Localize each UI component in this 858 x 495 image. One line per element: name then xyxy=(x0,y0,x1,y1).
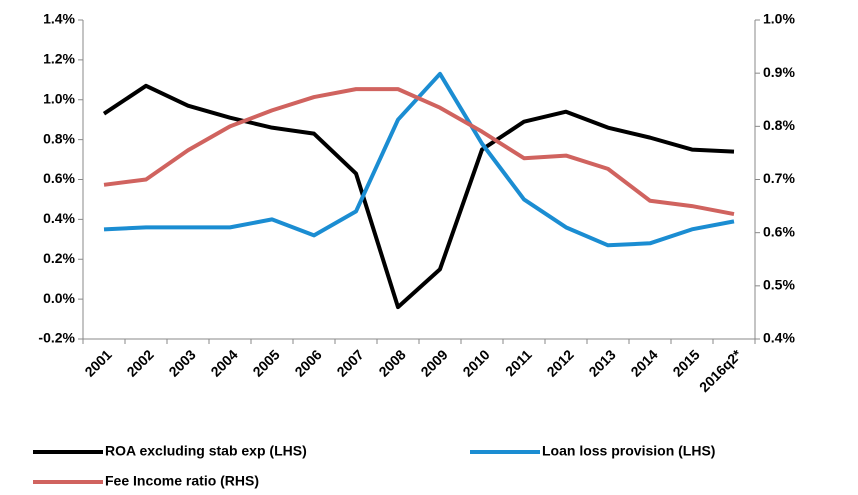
x-tick-label: 2002 xyxy=(123,346,156,379)
legend-label: Fee Income ratio (RHS) xyxy=(105,473,259,489)
y-tick-label: 0.8% xyxy=(43,130,75,146)
x-tick-label: 2013 xyxy=(585,346,618,379)
x-tick-label: 2005 xyxy=(249,346,282,379)
y2-tick-label: 0.9% xyxy=(763,64,795,80)
y-tick-label: 0.6% xyxy=(43,170,75,186)
x-tick-label: 2007 xyxy=(333,346,366,379)
series-line xyxy=(103,87,735,217)
y-tick-label: 1.4% xyxy=(43,11,75,27)
y2-tick-label: 0.8% xyxy=(763,117,795,133)
y2-tick-label: 0.4% xyxy=(763,330,795,346)
x-tick-label: 2008 xyxy=(375,346,408,379)
y-tick-label: 1.2% xyxy=(43,51,75,67)
y2-tick-label: 0.6% xyxy=(763,223,795,239)
legend-label: ROA excluding stab exp (LHS) xyxy=(105,443,307,459)
y2-tick-label: 0.7% xyxy=(763,170,795,186)
legend-label: Loan loss provision (LHS) xyxy=(542,443,715,459)
x-tick-label: 2009 xyxy=(417,346,450,379)
y-tick-label: 0.4% xyxy=(43,210,75,226)
y-tick-label: 1.0% xyxy=(43,90,75,106)
x-tick-label: 2004 xyxy=(207,346,240,379)
x-tick-label: 2003 xyxy=(165,346,198,379)
x-tick-label: 2015 xyxy=(669,346,702,379)
x-tick-label: 2012 xyxy=(543,346,576,379)
x-tick-label: 2001 xyxy=(81,346,114,379)
x-tick-label: 2014 xyxy=(627,346,660,379)
series-line xyxy=(102,83,735,310)
y2-tick-label: 0.5% xyxy=(763,277,795,293)
x-tick-label: 2010 xyxy=(459,346,492,379)
y-tick-label: 0.0% xyxy=(43,290,75,306)
y2-tick-label: 1.0% xyxy=(763,11,795,27)
x-tick-label: 2006 xyxy=(291,346,324,379)
x-tick-label: 2011 xyxy=(502,346,535,379)
y-tick-label: -0.2% xyxy=(38,330,75,346)
y-tick-label: 0.2% xyxy=(43,250,75,266)
x-tick-label: 2016q2* xyxy=(696,346,745,395)
